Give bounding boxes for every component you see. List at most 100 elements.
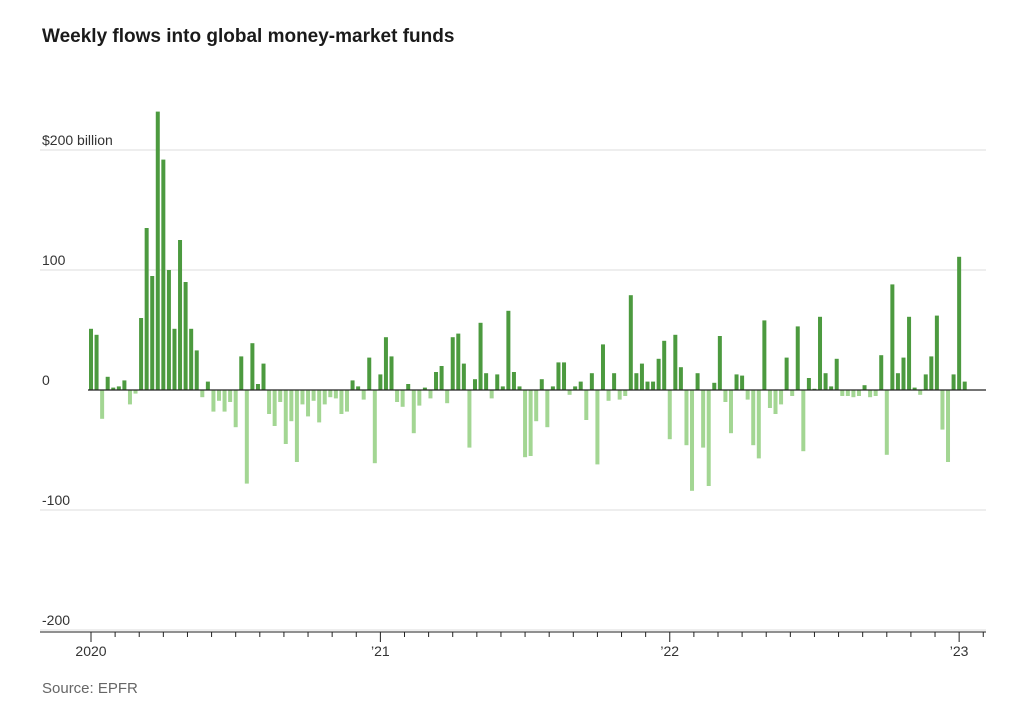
- bar: [673, 334, 678, 390]
- bar: [745, 390, 750, 400]
- bar: [344, 390, 349, 412]
- bar: [283, 390, 288, 444]
- x-tick-label: 2020: [75, 643, 106, 659]
- bar: [484, 373, 489, 390]
- bar: [567, 390, 572, 395]
- bar: [790, 390, 795, 396]
- bar: [756, 390, 761, 459]
- bar: [450, 337, 455, 390]
- bar: [829, 386, 834, 390]
- bar: [584, 390, 589, 420]
- bar: [289, 390, 294, 422]
- bar: [205, 381, 210, 390]
- bar: [923, 374, 928, 390]
- bar: [217, 390, 221, 401]
- bar: [328, 390, 333, 398]
- bar: [834, 358, 839, 390]
- bar: [751, 390, 756, 446]
- bar: [667, 390, 672, 440]
- bar: [562, 362, 567, 390]
- chart-source: Source: EPFR: [42, 680, 138, 697]
- bar: [172, 328, 177, 390]
- bar: [150, 276, 155, 390]
- bar: [767, 390, 772, 408]
- x-tick-label: ’23: [950, 643, 969, 659]
- bar: [728, 390, 733, 434]
- bar: [523, 390, 528, 458]
- bar: [116, 386, 121, 390]
- bar: [339, 390, 344, 414]
- bar: [684, 390, 689, 446]
- bar: [612, 373, 617, 390]
- bar: [701, 390, 706, 448]
- bar: [428, 390, 433, 399]
- bar: [417, 390, 422, 406]
- bar: [105, 376, 110, 390]
- bar: [895, 373, 900, 390]
- y-tick-label: 100: [42, 252, 66, 268]
- bar: [144, 228, 149, 390]
- x-tick-label: ’22: [660, 643, 679, 659]
- bar: [528, 390, 533, 456]
- bar: [951, 374, 956, 390]
- bar: [623, 390, 628, 396]
- bar: [918, 390, 923, 395]
- bar: [634, 373, 639, 390]
- bar: [929, 356, 934, 390]
- chart-title: Weekly flows into global money-market fu…: [42, 26, 455, 47]
- bar: [879, 355, 884, 390]
- bar: [506, 310, 511, 390]
- bar: [261, 363, 266, 390]
- bar: [578, 381, 583, 390]
- bar: [907, 316, 912, 390]
- bar: [228, 390, 233, 402]
- bar: [801, 390, 806, 452]
- bar: [472, 379, 477, 390]
- bar: [495, 374, 500, 390]
- bar: [211, 390, 216, 412]
- bar: [589, 373, 594, 390]
- bar: [851, 390, 856, 398]
- bar: [378, 374, 383, 390]
- bar: [411, 390, 416, 434]
- bar: [600, 344, 605, 390]
- bar: [779, 390, 784, 405]
- bar: [311, 390, 316, 401]
- bar: [389, 356, 394, 390]
- bar: [884, 390, 889, 455]
- bar: [639, 363, 644, 390]
- bar: [317, 390, 322, 423]
- bar: [723, 390, 728, 402]
- bar: [127, 390, 132, 405]
- bar: [255, 384, 260, 390]
- bar: [734, 374, 739, 390]
- bar: [422, 387, 427, 390]
- bar: [545, 390, 550, 428]
- bar: [873, 390, 878, 396]
- bar: [239, 356, 244, 390]
- bar: [400, 390, 405, 407]
- y-tick-label: -200: [42, 612, 70, 628]
- bar: [278, 390, 283, 402]
- bar: [823, 373, 828, 390]
- bar: [133, 390, 138, 394]
- bar: [662, 340, 667, 390]
- bar: [333, 390, 338, 399]
- bar: [712, 382, 717, 390]
- bar: [272, 390, 277, 426]
- bar: [361, 390, 366, 400]
- bar: [306, 390, 311, 417]
- bar: [706, 390, 711, 486]
- bar: [868, 390, 873, 398]
- bar: [740, 375, 745, 390]
- bar: [89, 328, 93, 390]
- bar: [617, 390, 622, 400]
- bar: [244, 390, 249, 484]
- bar: [628, 295, 633, 390]
- bar: [372, 390, 377, 464]
- bar: [94, 334, 99, 390]
- bar: [690, 390, 695, 491]
- bar: [856, 390, 861, 396]
- bar: [294, 390, 299, 462]
- x-tick-label: ’21: [371, 643, 390, 659]
